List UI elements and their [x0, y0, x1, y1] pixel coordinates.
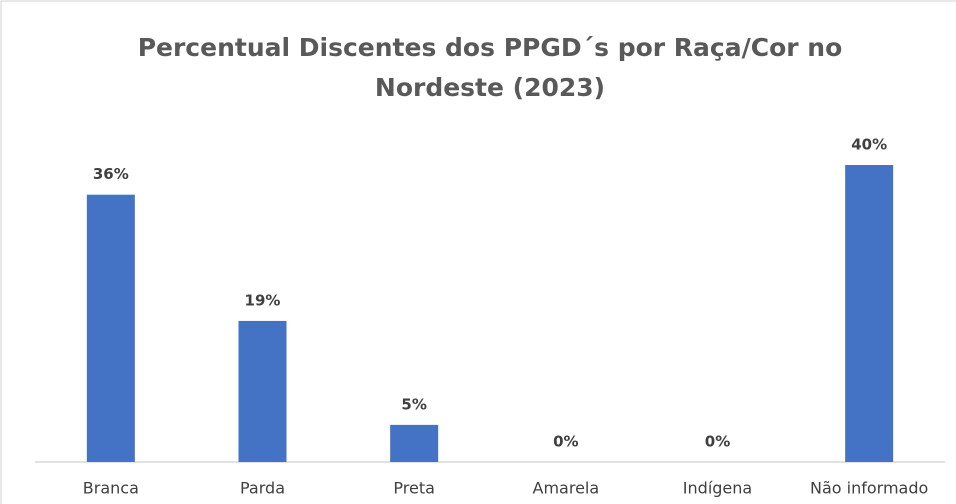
- bar: [86, 194, 135, 462]
- x-tick-label: Não informado: [810, 479, 928, 498]
- data-label: 36%: [93, 165, 129, 183]
- data-label: 5%: [401, 395, 426, 413]
- bar: [845, 165, 894, 462]
- x-tick-label: Branca: [83, 479, 139, 498]
- bar: [238, 320, 287, 462]
- data-label: 0%: [553, 433, 578, 451]
- data-label: 40%: [851, 136, 887, 154]
- x-tick-label: Indígena: [683, 479, 752, 498]
- data-label: 0%: [705, 433, 730, 451]
- bar: [390, 424, 439, 462]
- data-label: 19%: [245, 291, 281, 309]
- x-tick-label: Amarela: [533, 479, 600, 498]
- x-tick-label: Preta: [393, 479, 435, 498]
- chart-title: Percentual Discentes dos PPGD´s por Raça…: [137, 33, 843, 102]
- x-tick-label: Parda: [240, 479, 285, 498]
